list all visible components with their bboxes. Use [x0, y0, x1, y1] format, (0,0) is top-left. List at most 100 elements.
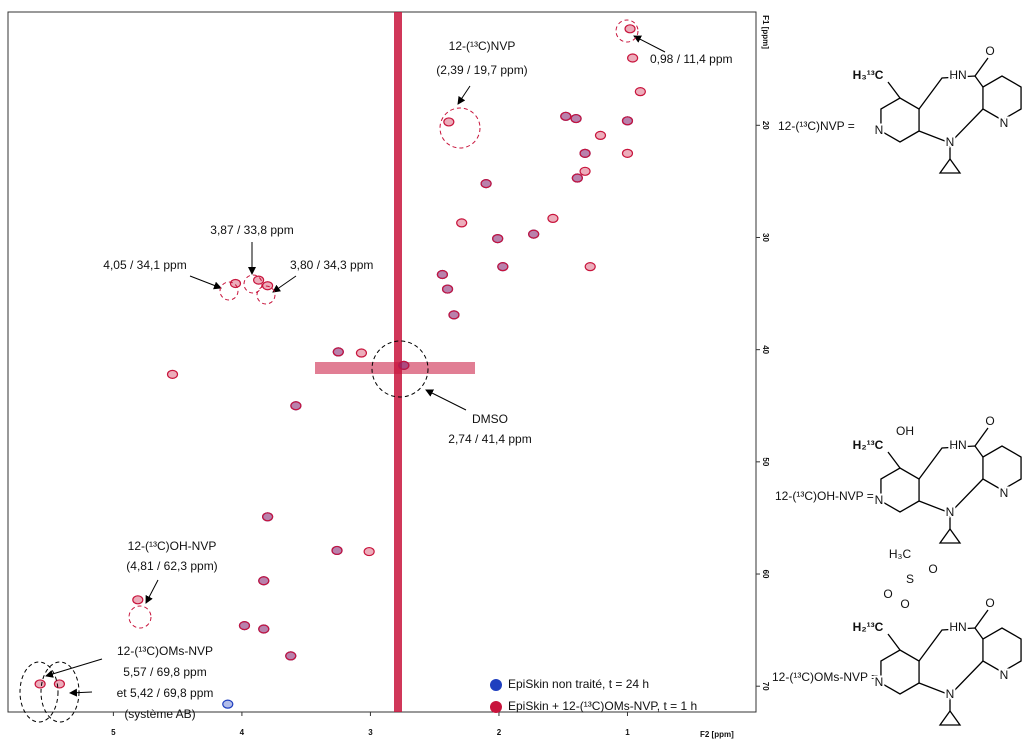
annotation: et 5,42 / 69,8 ppm	[117, 686, 214, 700]
y-tick-label: 60	[761, 570, 770, 579]
x-tick-label: 2	[497, 728, 502, 737]
substituent-label: OH	[896, 424, 914, 438]
peak	[34, 679, 46, 689]
peak	[436, 269, 449, 280]
peak	[528, 229, 540, 239]
ring	[918, 445, 984, 480]
bond	[974, 57, 989, 77]
legend-marker	[490, 679, 502, 691]
peak	[398, 360, 410, 370]
bond	[887, 451, 901, 469]
bond	[974, 427, 989, 447]
peak	[441, 284, 454, 294]
annotation: 3,87 / 33,8 ppm	[210, 223, 293, 237]
atom-label: O	[985, 44, 994, 58]
atom-label: N	[946, 687, 955, 701]
peak	[53, 679, 66, 689]
peak	[570, 113, 582, 124]
atom-label: N	[946, 505, 955, 519]
peak	[448, 310, 460, 320]
annotation: 4,05 / 34,1 ppm	[103, 258, 186, 272]
annotation-arrow	[45, 658, 103, 678]
annotation: (4,81 / 62,3 ppm)	[126, 559, 217, 573]
annotation-arrow	[145, 579, 159, 604]
bond	[887, 633, 901, 651]
legend-label: EpiSkin + 12-(¹³C)OMs-NVP, t = 1 h	[508, 699, 697, 713]
peak	[624, 24, 636, 34]
annotation-arrow	[633, 35, 666, 53]
peak	[132, 595, 144, 605]
peak	[584, 262, 596, 272]
annotation-arrow	[69, 688, 93, 697]
highlight-circle	[40, 661, 80, 723]
structure-label: 12-(¹³C)NVP =	[778, 119, 855, 133]
x-tick-label: 3	[368, 728, 373, 737]
peak	[579, 166, 591, 176]
bond	[887, 81, 901, 99]
x-tick-label: 1	[625, 728, 630, 737]
atom-label: HN	[949, 68, 966, 82]
substituent-label: H₃¹³C	[853, 68, 884, 82]
highlight-circle	[615, 19, 639, 43]
annotation-arrow	[272, 275, 297, 293]
peak	[285, 651, 297, 661]
highlight-circle	[219, 281, 239, 301]
peak	[229, 278, 242, 289]
peak	[621, 116, 634, 126]
ring	[918, 75, 984, 110]
annotation: 3,80 / 34,3 ppm	[290, 258, 373, 272]
atom-label: N	[1000, 486, 1009, 500]
annotation-arrow	[189, 275, 222, 290]
structure-label: 12-(¹³C)OH-NVP =	[775, 489, 874, 503]
plot-frame	[7, 11, 757, 713]
y-axis-label: F1 [ppm]	[761, 15, 770, 49]
peak	[262, 512, 274, 522]
peak	[492, 234, 504, 244]
highlight-circle	[19, 661, 59, 723]
peak	[443, 117, 455, 127]
peak	[480, 179, 492, 189]
highlight-circle	[256, 285, 276, 305]
atom-label: N	[1000, 668, 1009, 682]
bond	[974, 609, 989, 629]
peak	[253, 275, 265, 285]
y-tick-label: 40	[761, 345, 770, 354]
substituent-label: H₂¹³C	[853, 438, 884, 452]
peak	[571, 173, 583, 183]
atom-label: HN	[949, 620, 966, 634]
y-tick-label: 20	[761, 121, 770, 130]
peak	[331, 545, 343, 556]
highlight-circle	[439, 107, 481, 149]
annotation: (système AB)	[124, 707, 195, 721]
y-tick-label: 30	[761, 233, 770, 242]
peak	[456, 218, 468, 228]
y-tick-label: 70	[761, 682, 770, 691]
substituent-label: O	[928, 562, 937, 576]
annotation: 0,98 / 11,4 ppm	[650, 52, 733, 66]
peak	[258, 624, 270, 634]
atom-label: O	[985, 414, 994, 428]
annotation: 12-(¹³C)NVP	[449, 39, 516, 53]
atom-label: N	[1000, 116, 1009, 130]
x-axis-label: F2 [ppm]	[700, 730, 734, 739]
structure-label: 12-(¹³C)OMs-NVP =	[772, 670, 878, 684]
atom-label: N	[875, 675, 884, 689]
legend-marker	[490, 701, 502, 713]
peak	[621, 148, 634, 158]
peak	[547, 213, 559, 224]
substituent-label: S	[906, 572, 914, 586]
peak	[258, 576, 270, 586]
peak	[355, 348, 368, 358]
substituent-label: H₂¹³C	[853, 620, 884, 634]
atom-label: O	[985, 596, 994, 610]
atom-label: N	[875, 123, 884, 137]
peak	[627, 53, 639, 63]
dmso-f2-noise	[315, 362, 475, 374]
highlight-circle	[128, 605, 152, 629]
highlight-circle	[243, 274, 263, 294]
peak	[332, 347, 344, 357]
annotation: DMSO	[472, 412, 508, 426]
annotation-arrow	[425, 389, 467, 411]
annotation: 2,74 / 41,4 ppm	[448, 432, 531, 446]
annotation: 12-(¹³C)OH-NVP	[128, 539, 217, 553]
